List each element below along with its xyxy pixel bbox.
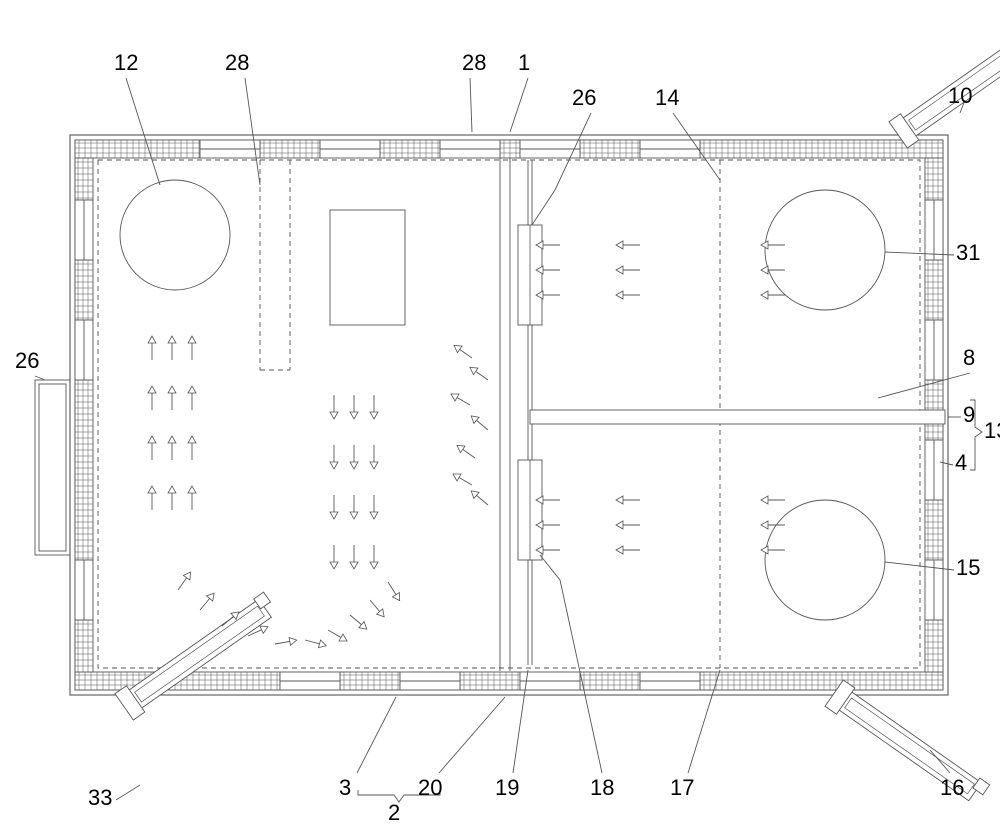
callout-label-20: 3 <box>339 775 351 801</box>
callout-label-5: 12 <box>114 50 138 76</box>
callout-label-15: 16 <box>940 775 964 801</box>
callout-label-33: 33 <box>88 785 112 811</box>
callout-label-12: 14 <box>655 85 679 111</box>
callout-label-28: 28 <box>225 50 249 76</box>
callout-label-14: 15 <box>956 555 980 581</box>
callout-label-17: 18 <box>590 775 614 801</box>
callout-label-10: 4 <box>955 450 967 476</box>
callout-label-13: 26 <box>572 85 596 111</box>
callout-label-19: 20 <box>418 775 442 801</box>
callout-label-9: 9 <box>963 402 975 428</box>
callout-label-16: 17 <box>670 775 694 801</box>
diagram-container: 12 28 28 1 26 14 10 31 8 9 13 4 15 26 16 17 18 19 20 3 2 33 <box>0 0 1000 838</box>
callout-label-2: 1 <box>518 50 530 76</box>
callout-label-31: 31 <box>956 240 980 266</box>
callout-label-8: 8 <box>963 345 975 371</box>
callout-label-18: 19 <box>495 775 519 801</box>
callout-label-11: 10 <box>948 83 972 109</box>
callout-label-1: 28 <box>462 50 486 76</box>
callout-label-26: 26 <box>15 348 39 374</box>
diagram-svg <box>0 0 1000 838</box>
callout-label-4: 13 <box>984 418 1000 444</box>
callout-label-3: 2 <box>388 800 400 826</box>
